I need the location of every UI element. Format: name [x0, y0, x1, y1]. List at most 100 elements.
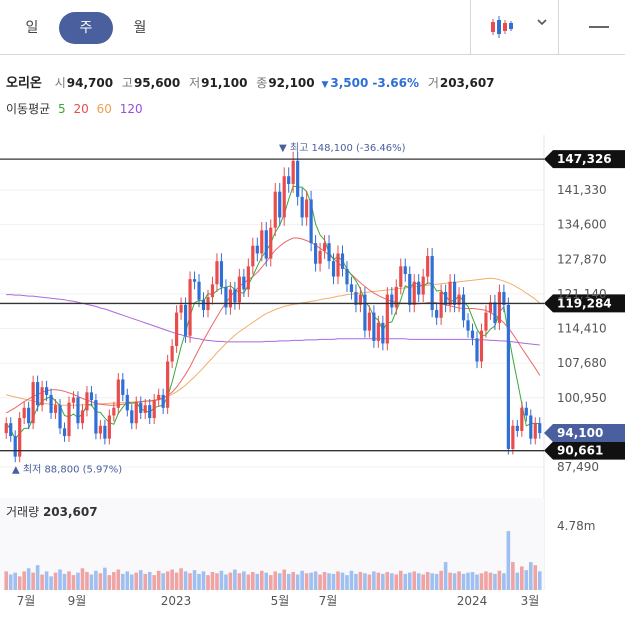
candle-body	[372, 312, 376, 341]
volume-bar	[251, 572, 255, 590]
volume-bar	[372, 571, 376, 590]
candle-body	[394, 286, 398, 308]
volume-bar	[331, 573, 336, 590]
candle-body	[349, 284, 354, 293]
candle-body	[130, 410, 134, 424]
current-price-label: 94,100	[557, 426, 603, 440]
volume-bar	[161, 573, 165, 590]
volume-bar	[13, 572, 18, 590]
ma-5[interactable]: 5	[58, 102, 66, 116]
x-tick-label: 9월	[68, 594, 87, 608]
ma-20[interactable]: 20	[73, 102, 89, 116]
tab-month[interactable]: 월	[133, 20, 147, 36]
candle-body	[385, 294, 389, 344]
ma-120[interactable]: 120	[119, 102, 143, 116]
ma-legend: 이동평균 5 20 60 120	[6, 100, 147, 117]
candle-body	[479, 330, 484, 362]
volume-bar	[349, 570, 354, 590]
candle-body	[143, 405, 147, 413]
candle-body	[161, 394, 165, 408]
volume-bar	[295, 574, 300, 590]
candle-body	[76, 397, 80, 424]
volume-bar	[188, 573, 192, 590]
candlestick-icon[interactable]	[488, 14, 516, 40]
y-tick-label: 114,410	[557, 322, 607, 336]
change-arrow: ▼	[321, 80, 329, 90]
volume-bar	[488, 572, 493, 590]
volume-bar	[286, 573, 291, 590]
candle-body	[49, 394, 53, 413]
candle-body	[44, 387, 49, 395]
candle-body	[461, 294, 466, 321]
candle-body	[53, 405, 58, 413]
candle-body	[287, 176, 291, 184]
volume-bar	[497, 570, 502, 590]
volume-bar	[98, 573, 103, 590]
candle-body	[175, 312, 179, 347]
volume-bar	[363, 573, 367, 590]
ma-60[interactable]: 60	[96, 102, 112, 116]
ma-20-line	[5, 237, 541, 414]
stock-info: 오리온 시94,700 고95,600 저91,100 종92,100 ▼ 3,5…	[6, 72, 495, 91]
tab-week[interactable]: 주	[59, 12, 113, 44]
candle-body	[67, 402, 71, 437]
volume-bar	[475, 574, 479, 590]
high-label: 고	[121, 76, 133, 90]
candle-body	[417, 281, 421, 295]
reference-label: 90,661	[557, 444, 603, 458]
candle-body	[9, 423, 13, 437]
volume-bar	[31, 572, 35, 590]
chevron-down-icon[interactable]	[536, 18, 548, 28]
candle-body	[188, 279, 192, 336]
toolbar-divider	[558, 0, 559, 54]
x-tick-label: 5월	[271, 594, 290, 608]
volume-bar	[506, 531, 511, 590]
high-value: 95,600	[133, 76, 181, 90]
candle-body	[22, 407, 26, 419]
candle-body	[322, 243, 327, 251]
candle-body	[305, 199, 309, 218]
candle-body	[363, 294, 367, 331]
volume-bar	[121, 573, 125, 590]
candle-body	[80, 410, 85, 424]
low-value: 91,100	[201, 76, 248, 90]
volume-bar	[49, 576, 53, 590]
volume-bar	[537, 571, 542, 590]
candle-body	[502, 292, 506, 305]
volume-bar	[528, 562, 533, 590]
volume-bar	[192, 570, 197, 590]
candle-body	[376, 322, 380, 341]
candle-body	[439, 292, 443, 318]
menu-icon[interactable]	[588, 26, 610, 30]
candle-body	[421, 276, 425, 295]
volume-bar	[479, 573, 484, 590]
candle-body	[152, 400, 156, 419]
high-marker-label: ▼ 최고 148,100 (-36.46%)	[279, 142, 406, 154]
candle-body	[470, 330, 475, 339]
volume-bar	[44, 571, 49, 590]
candle-body	[399, 266, 403, 287]
x-tick-label: 7월	[17, 594, 36, 608]
volume-bar	[26, 568, 31, 590]
candle-body	[524, 407, 528, 416]
candle-body	[89, 392, 94, 401]
candle-body	[269, 227, 273, 259]
volume-bar	[448, 572, 452, 590]
top-bar: 일 주 월	[0, 0, 625, 55]
volume-bar	[107, 575, 112, 590]
candle-body	[121, 379, 125, 395]
volume-bar	[219, 570, 224, 590]
volume-bar	[466, 572, 470, 590]
candle-body	[246, 266, 250, 290]
volume-bar	[85, 572, 89, 590]
volume-bar	[484, 571, 488, 590]
reference-label: 147,326	[557, 152, 612, 166]
candle-body	[85, 392, 89, 411]
volume-bar	[520, 566, 524, 590]
tab-day[interactable]: 일	[25, 20, 39, 36]
change-pct: -3.66%	[372, 76, 419, 90]
volume-panel-label: 거래량 203,607	[6, 503, 98, 520]
candle-body	[430, 256, 434, 311]
y-tick-label: 141,330	[557, 183, 607, 197]
